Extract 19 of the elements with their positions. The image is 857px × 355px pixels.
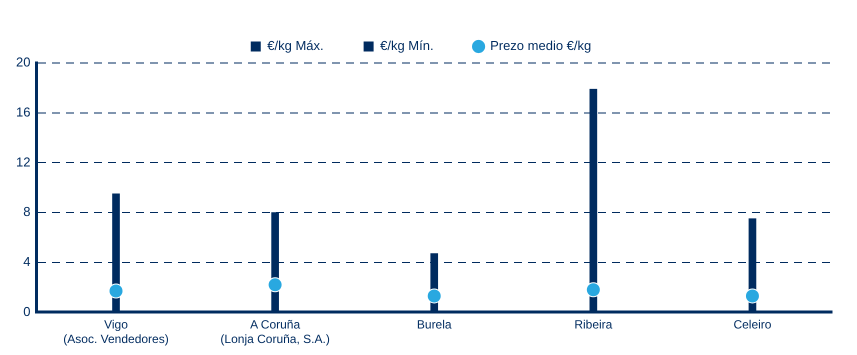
point [268, 277, 283, 292]
y-tick-label: 12 [16, 154, 30, 170]
legend-label: €/kg Máx. [267, 38, 324, 54]
y-tick-label: 4 [23, 254, 30, 269]
legend-label: Prezo medio €/kg [490, 38, 592, 54]
y-tick-label: 8 [23, 204, 30, 220]
point [426, 288, 442, 304]
point [108, 284, 124, 299]
x-tick-label: Vigo (Asoc. Vendedores) [63, 318, 169, 346]
y-tick-label: 20 [16, 54, 30, 70]
y-tick-label: 0 [23, 304, 30, 319]
x-tick-label: Ribeira [574, 318, 613, 332]
x-tick-label: Burela [416, 318, 452, 332]
x-tick-label: A Coruña (Lonja Coruña, S.A.) [220, 318, 330, 346]
y-tick-label: 16 [16, 104, 30, 120]
point [744, 288, 760, 304]
point [586, 282, 601, 298]
x-tick-label: Celeiro [733, 318, 772, 332]
legend-label: €/kg Mín. [380, 38, 434, 54]
